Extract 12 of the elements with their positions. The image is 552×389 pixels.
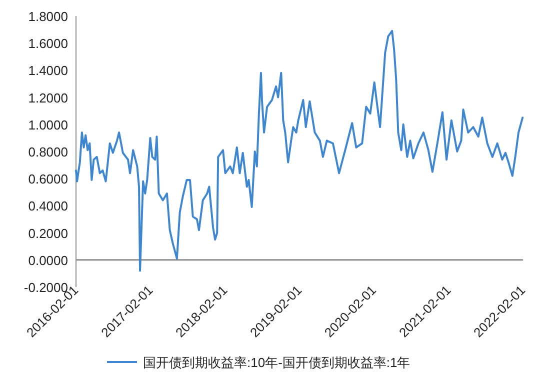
line-series <box>75 30 524 272</box>
legend-label: 国开债到期收益率:10年-国开债到期收益率:1年 <box>143 355 410 370</box>
y-tick-label: 0.2000 <box>28 226 68 241</box>
y-tick-label: 1.8000 <box>28 9 68 24</box>
y-tick-label: 0.0000 <box>28 252 68 268</box>
y-tick-label: 0.4000 <box>28 198 68 214</box>
y-tick-label: 0.8000 <box>28 144 68 160</box>
y-tick-label: 0.6000 <box>28 172 68 187</box>
y-tick-label: 1.2000 <box>28 90 68 106</box>
y-tick-label: 1.4000 <box>28 63 68 78</box>
y-tick-label: 1.6000 <box>28 36 68 52</box>
y-tick-label: 1.0000 <box>28 117 68 132</box>
